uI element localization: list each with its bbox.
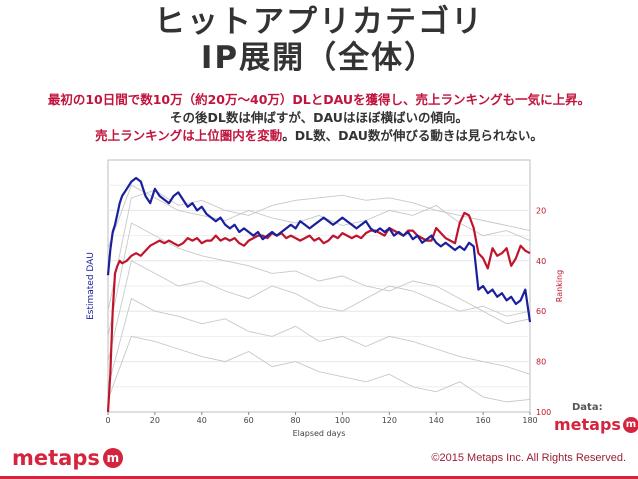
description-line3: 売上ランキングは上位圏内を変動。DL数、DAU数が伸びる動きは見られない。 (0, 127, 638, 145)
slide-title-line1: ヒットアプリカテゴリ (154, 4, 484, 40)
ranking-series-line (106, 211, 531, 413)
description-line3-rest: 。DL数、DAU数が伸びる動きは見られない。 (282, 128, 543, 143)
data-source-logo-text: metaps (554, 415, 621, 434)
description-line2: その後DL数は伸ばすが、DAUはほぼ横ばいの傾向。 (170, 110, 468, 125)
x-tick-label-3: 60 (244, 416, 254, 425)
left-axis-title: Estimated DAU (86, 252, 96, 320)
reference-series-5 (107, 297, 531, 387)
x-axis-title: Elapsed days (293, 429, 346, 438)
dau-series-line (106, 176, 532, 323)
right-tick-label-0: 20 (536, 206, 546, 215)
x-tick-label-7: 140 (429, 416, 444, 425)
main-series (106, 176, 532, 413)
copyright-text: ©2015 Metaps Inc. All Rights Reserved. (431, 452, 626, 464)
x-tick-label-8: 160 (475, 416, 490, 425)
reference-series-7 (107, 335, 531, 403)
right-tick-label-3: 80 (536, 358, 546, 367)
footer-metaps-mark-icon: m (102, 448, 123, 468)
footer-bar (0, 476, 638, 479)
x-tick-label-1: 20 (150, 416, 160, 425)
description-line1: 最初の10日間で数10万（約20万～40万）DLとDAUを獲得し、売上ランキング… (47, 92, 591, 107)
x-tick-label-0: 0 (105, 416, 110, 425)
right-tick-label-2: 60 (536, 307, 546, 316)
right-tick-label-1: 40 (536, 257, 546, 266)
reference-series-3 (107, 260, 531, 362)
right-tick-label-4: 100 (536, 408, 551, 417)
x-tick-label-2: 40 (197, 416, 207, 425)
description-line3-highlight: 売上ランキングは上位圏内を変動 (95, 128, 283, 143)
footer-logo-text: metaps (12, 446, 100, 470)
footer-logo: metaps m (12, 446, 123, 470)
x-tick-label-6: 120 (382, 416, 397, 425)
x-tick-label-9: 180 (522, 416, 537, 425)
reference-series-6 (107, 189, 531, 312)
reference-series-4 (107, 222, 531, 337)
slide-title-line2: IP展開（全体） (200, 40, 438, 76)
data-source-label: Data: (572, 402, 603, 413)
x-tick-label-4: 80 (290, 416, 300, 425)
right-axis-title: Ranking (555, 270, 564, 302)
metaps-mark-icon: m (622, 416, 638, 433)
x-tick-label-5: 100 (335, 416, 350, 425)
data-source-logo: metaps m (554, 415, 638, 434)
chart-axes: 0 20 40 60 80 100 120 140 160 180 20 40 60 80 100 Elaps… (86, 206, 564, 438)
